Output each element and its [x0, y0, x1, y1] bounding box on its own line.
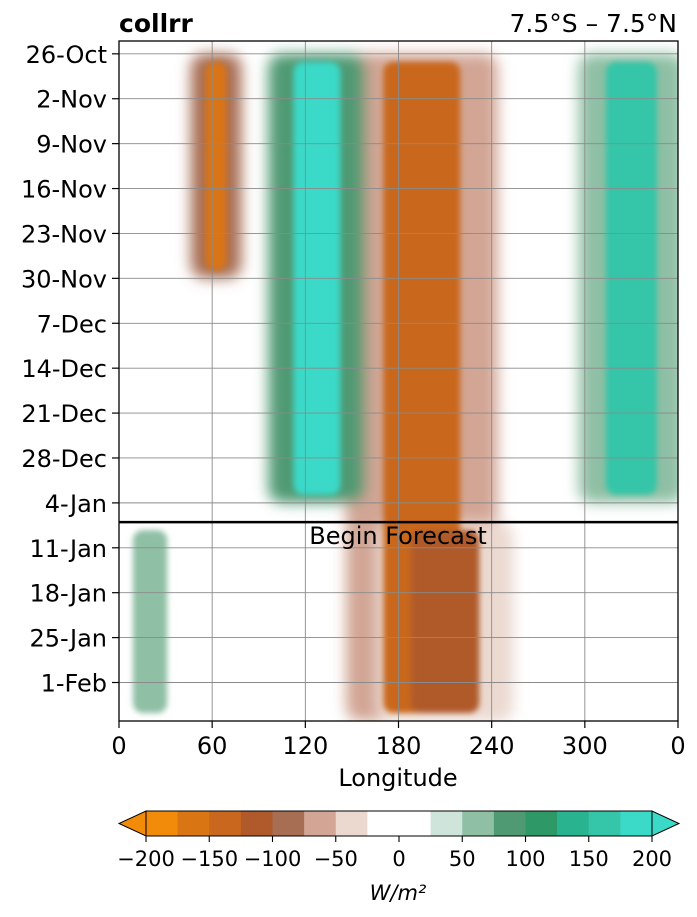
colorbar-segment [272, 811, 305, 836]
field-feature-core [410, 530, 480, 713]
colorbar-tick-label: 50 [449, 847, 476, 871]
colorbar-tick-label: −100 [244, 847, 302, 871]
chart-title-right: 7.5°S – 7.5°N [510, 9, 677, 38]
colorbar-segment [335, 811, 368, 836]
y-tick-label: 23-Nov [21, 220, 107, 248]
y-tick-label: 16-Nov [21, 176, 107, 204]
field-feature-core [205, 61, 227, 271]
y-tick-label: 2-Nov [36, 86, 107, 114]
y-tick-label: 18-Jan [29, 580, 107, 608]
y-tick-label: 9-Nov [36, 131, 107, 159]
y-tick-label: 21-Dec [21, 400, 107, 428]
colorbar-segment [146, 811, 179, 836]
colorbar-segment [588, 811, 621, 836]
colorbar-segment [620, 811, 653, 836]
colorbar-segment [177, 811, 210, 836]
colorbar-segment [209, 811, 242, 836]
colorbar-segment [557, 811, 590, 836]
colorbar-segment [430, 811, 463, 836]
colorbar-segment [304, 811, 337, 836]
colorbar-segment [462, 811, 495, 836]
x-axis-label: Longitude [338, 764, 457, 792]
colorbar-tick-label: 0 [392, 847, 405, 871]
y-tick-label: 4-Jan [45, 490, 107, 518]
y-axis: 26-Oct 2-Nov 9-Nov 16-Nov 23-Nov 30-Nov 7-Dec 1… [21, 41, 119, 698]
x-tick-label: 240 [469, 732, 515, 760]
colorbar-tick-label: 200 [632, 847, 672, 871]
field-feature-core [132, 530, 168, 713]
y-tick-label: 7-Dec [37, 310, 107, 338]
colorbar-segment [240, 811, 273, 836]
x-tick-label: 180 [376, 732, 422, 760]
colorbar-segment [367, 811, 432, 836]
colorbar-tick-label: 150 [569, 847, 609, 871]
x-tick-label: 300 [562, 732, 608, 760]
colorbar-segment [525, 811, 558, 836]
grid-lines [118, 41, 679, 721]
colorbar-label: W/m² [370, 881, 427, 905]
x-tick-label: 0 [111, 732, 126, 760]
x-tick-label: 60 [197, 732, 228, 760]
colorbar-tick-label: −50 [314, 847, 358, 871]
y-tick-label: 25-Jan [29, 625, 107, 653]
x-tick-label: 120 [282, 732, 328, 760]
y-tick-label: 11-Jan [29, 535, 107, 563]
colorbar-extend-low [117, 810, 147, 837]
colorbar-tick-label: 100 [505, 847, 545, 871]
x-axis: 0 60 120 180 240 300 0 [111, 721, 686, 760]
y-tick-label: 30-Nov [21, 265, 107, 293]
y-tick-label: 28-Dec [21, 445, 107, 473]
colorbar-tick-label: −200 [117, 847, 175, 871]
y-tick-label: 1-Feb [41, 670, 107, 698]
colorbar-tick-label: −150 [180, 847, 238, 871]
colorbar-extend-high [651, 810, 681, 837]
x-tick-label: 0 [670, 732, 685, 760]
chart-title-left: collrr [119, 9, 193, 38]
forecast-label: Begin Forecast [309, 522, 487, 550]
y-tick-label: 14-Dec [21, 355, 107, 383]
y-tick-label: 26-Oct [26, 41, 107, 69]
colorbar: −200 −150 −100 −50 0 50 100 150 200 [117, 810, 681, 871]
colorbar-segment [493, 811, 526, 836]
